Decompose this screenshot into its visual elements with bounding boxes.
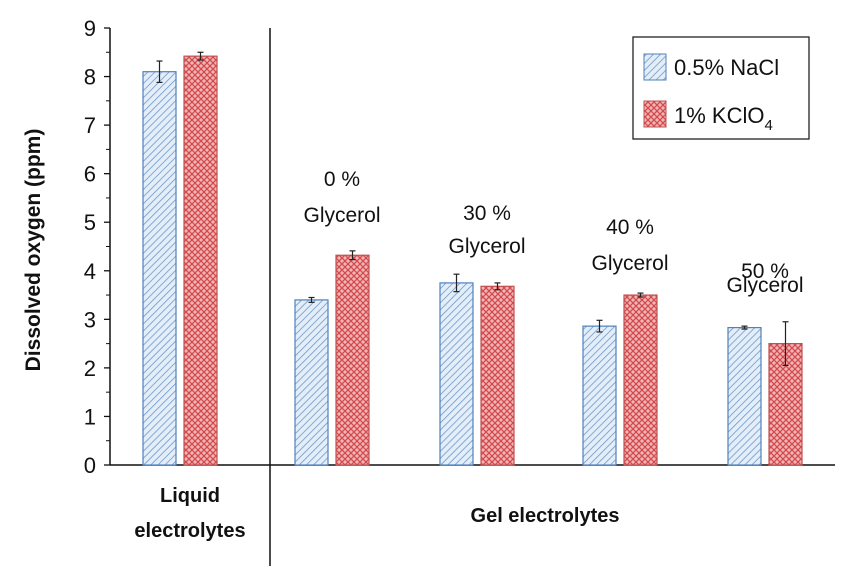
bars (142, 55, 803, 466)
y-tick-label-6: 6 (84, 162, 96, 187)
legend-swatch-kclo4 (643, 100, 667, 128)
y-tick-label-3: 3 (84, 307, 96, 332)
annotation-pct-0: 0 % (324, 168, 360, 191)
y-tick-label-0: 0 (84, 453, 96, 478)
bar-nacl-2 (439, 282, 474, 466)
annotation-pct-1: 30 % (463, 202, 511, 225)
bar-nacl-3 (582, 325, 617, 466)
bar-kclo4-1 (335, 254, 370, 466)
annotation-glycerol-3: Glycerol (726, 274, 803, 297)
y-tick-label-5: 5 (84, 210, 96, 235)
legend-label-kclo4: 1% KClO4 (674, 103, 773, 134)
error-bars (156, 51, 789, 367)
bar-nacl-4 (727, 326, 762, 466)
y-tick-label-8: 8 (84, 65, 96, 90)
bar-nacl-1 (294, 299, 329, 466)
annotation-pct-3: 50 % (741, 260, 789, 283)
legend-swatch-nacl (643, 53, 667, 81)
group-label-liquid-line1: Liquid (160, 485, 220, 507)
annotation-glycerol-1: Glycerol (448, 235, 525, 258)
bar-kclo4-2 (480, 285, 515, 466)
annotation-glycerol-2: Glycerol (591, 252, 668, 275)
group-label-gel: Gel electrolytes (471, 505, 620, 527)
bar-nacl-0 (142, 71, 177, 466)
annotation-pct-2: 40 % (606, 216, 654, 239)
y-tick-label-1: 1 (84, 404, 96, 429)
legend-label-kclo4-subscript: 4 (764, 117, 772, 134)
bar-kclo4-0 (183, 55, 218, 466)
y-tick-label-7: 7 (84, 113, 96, 138)
group-label-liquid-line2: electrolytes (134, 520, 245, 542)
group-labels: Liquid electrolytes Gel electrolytes (134, 485, 619, 542)
y-axis-label: Dissolved oxygen (ppm) (22, 129, 45, 372)
legend-label-nacl: 0.5% NaCl (674, 55, 779, 80)
y-tick-label-2: 2 (84, 356, 96, 381)
legend: 0.5% NaCl 1% KClO4 (632, 36, 810, 140)
bar-kclo4-3 (623, 294, 658, 466)
y-tick-label-4: 4 (84, 259, 96, 284)
legend-label-kclo4-main: 1% KClO (674, 103, 764, 128)
y-axis: 0 1 2 3 4 5 6 7 8 9 (84, 16, 835, 478)
y-tick-label-9: 9 (84, 16, 96, 41)
annotation-glycerol-0: Glycerol (303, 204, 380, 227)
